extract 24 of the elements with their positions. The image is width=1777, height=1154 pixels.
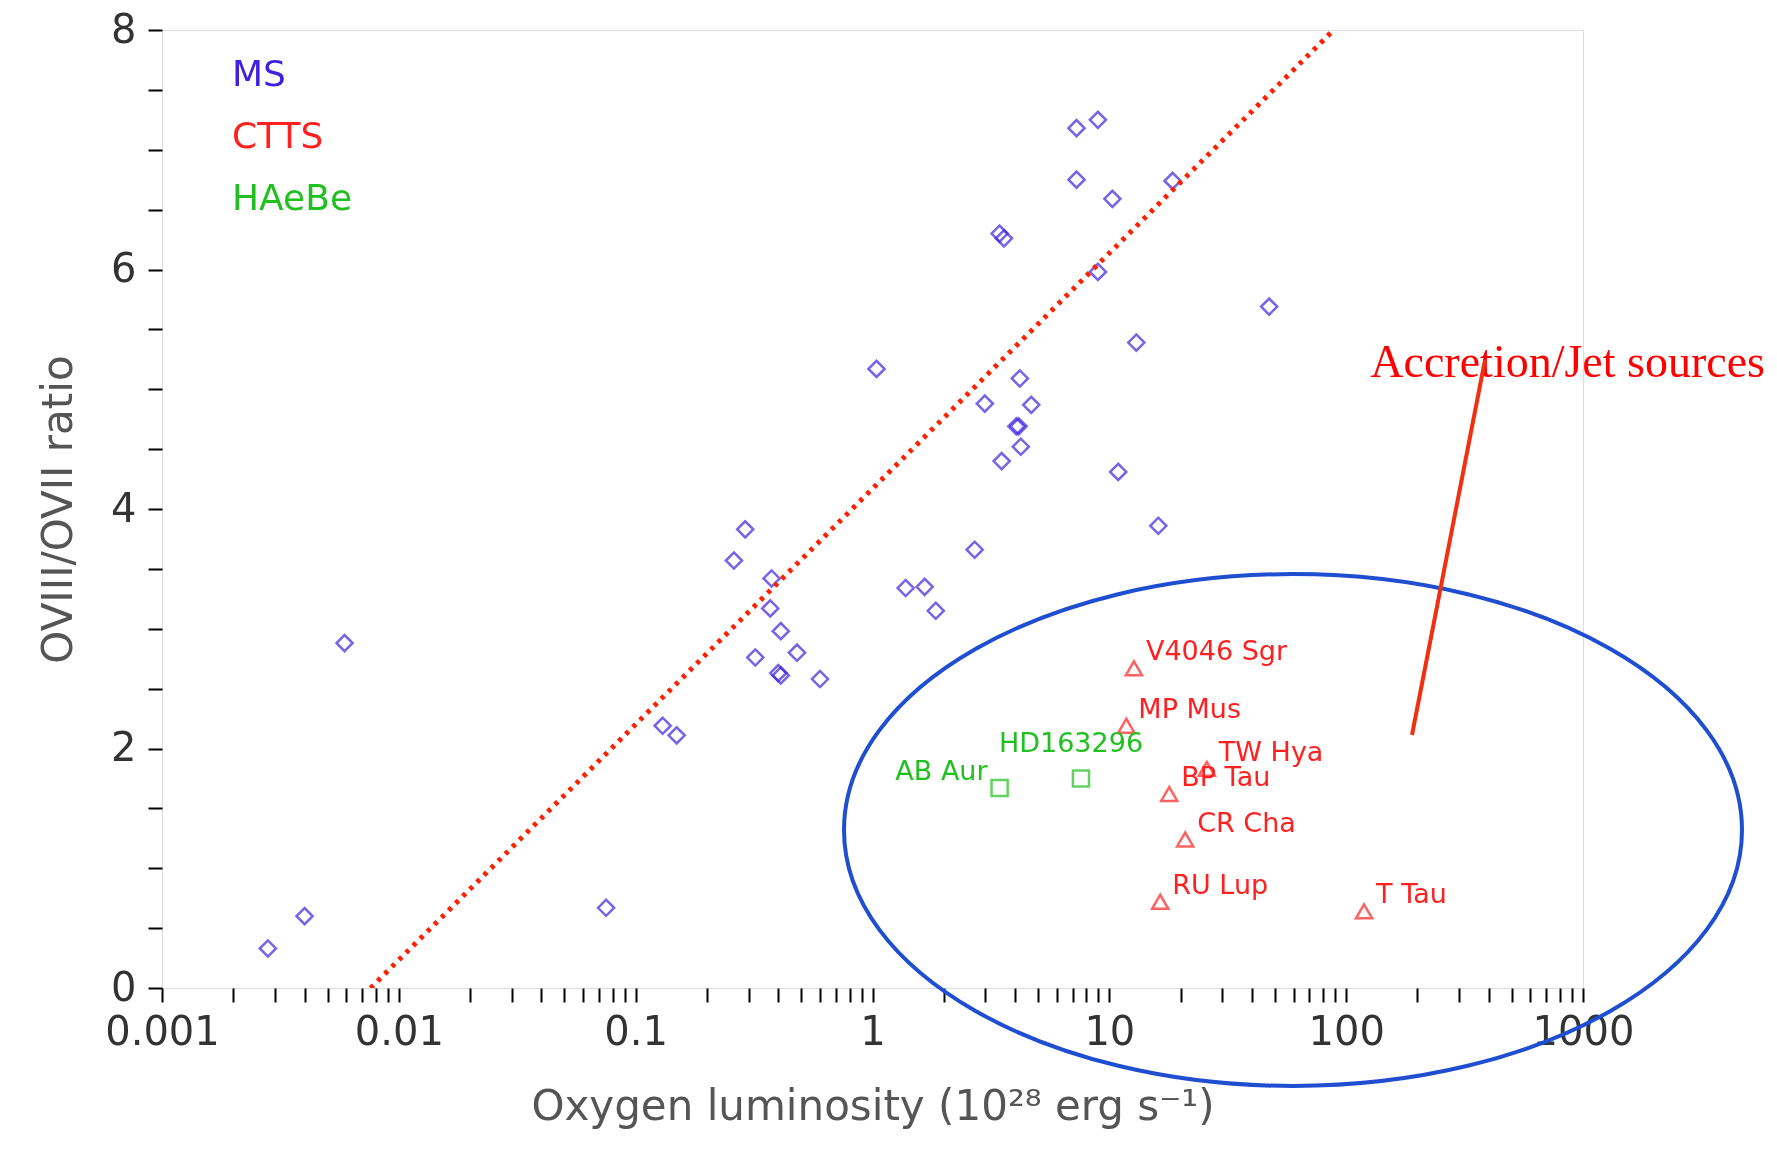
y-tick-label: 8 [111, 5, 137, 52]
annotation: MP Mus [1138, 692, 1241, 724]
annotation: AB Aur [895, 755, 989, 787]
x-tick-label: 0.01 [354, 1007, 444, 1054]
y-tick-label: 6 [111, 245, 137, 291]
x-tick-label: 0.001 [105, 1007, 220, 1054]
x-tick-label: 100 [1308, 1007, 1385, 1054]
annotation: RU Lup [1172, 868, 1269, 900]
annotation: T Tau [1375, 878, 1447, 910]
x-tick-label: 10 [1084, 1007, 1136, 1054]
text: CTTS [232, 115, 324, 156]
annotation: Accretion/Jet sources [1370, 336, 1765, 387]
annotation: CR Cha [1197, 806, 1296, 838]
text: HAeBe [232, 177, 353, 218]
x-tick-label: 1 [860, 1007, 886, 1054]
y-tick-label: 4 [111, 484, 137, 531]
y-tick-label: 2 [111, 724, 137, 770]
y-tick-label: 0 [111, 963, 137, 1010]
text: MS [232, 53, 286, 94]
x-axis-title: Oxygen luminosity (10²⁸ erg s⁻¹) [531, 1080, 1215, 1130]
annotation: V4046 Sgr [1145, 635, 1288, 667]
x-tick-label: 0.1 [604, 1007, 668, 1054]
y-axis-title: OVIII/OVII ratio [33, 355, 83, 664]
annotation: HD163296 [998, 727, 1144, 759]
